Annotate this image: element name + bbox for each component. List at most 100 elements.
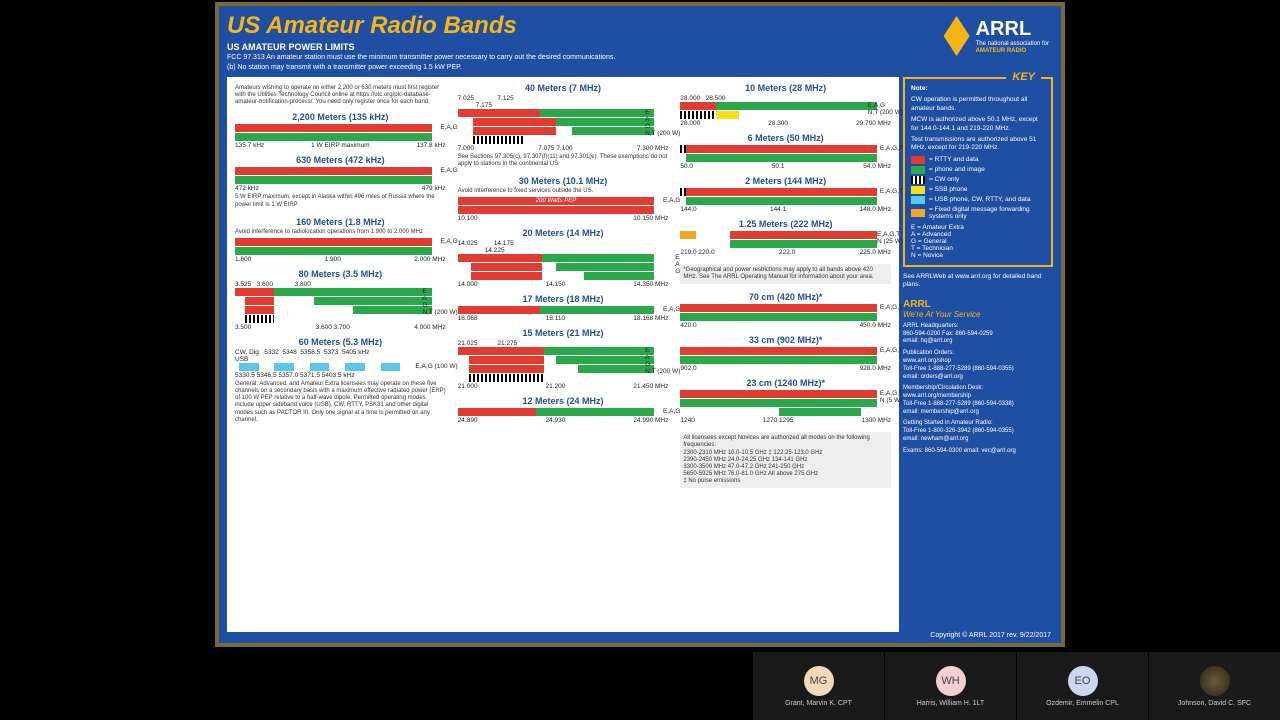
participants-bar: MGGrant, Marvin K. CPTWHHarris, William … xyxy=(752,652,1280,720)
band-segment xyxy=(458,408,537,416)
legend-swatch xyxy=(911,176,925,184)
band-track xyxy=(458,263,655,271)
legend-label: = RTTY and data xyxy=(929,156,978,163)
band-freq-row: 14.00014.15014.350 MHz xyxy=(458,281,669,288)
band: 60 Meters (5.3 MHz)CW, Dig 5332 5348 535… xyxy=(235,337,446,426)
license-labels: E,A,G xyxy=(440,238,457,245)
logo-text: ARRL xyxy=(976,18,1049,41)
band-mid-freqs: CW, Dig 5332 5348 5358.5 5373 5405 kHz U… xyxy=(235,349,446,363)
band: 2,200 Meters (135 kHz)E,A,G135.7 kHz1 W … xyxy=(235,112,446,149)
band-segment xyxy=(730,240,878,248)
band-note: Avoid interference to fixed services out… xyxy=(458,188,669,195)
band: 160 Meters (1.8 MHz)Avoid interference t… xyxy=(235,217,446,263)
side-panel: KEY Note: CW operation is permitted thro… xyxy=(903,77,1053,632)
band-chart: E,A,G,T N (25 W) xyxy=(680,231,891,248)
band-freq-row: 902.0 928.0 MHz xyxy=(680,365,891,372)
band-segment xyxy=(680,399,877,407)
band-segment xyxy=(235,176,432,184)
band: 70 cm (420 MHz)*E,A,G,T420.0450.0 MHz xyxy=(680,292,891,329)
band-mid-freqs: 14.025 14.175 14.225 xyxy=(458,240,669,254)
legend-label: = phone and image xyxy=(929,166,985,173)
band-segment xyxy=(686,197,877,205)
freq-label: 29.700 MHz xyxy=(856,120,891,127)
freq-label: 902.0 xyxy=(680,365,696,372)
band-note: General, Advanced, and Amateur Extra lic… xyxy=(235,381,446,424)
band-segment xyxy=(686,154,877,162)
license-labels: E,A,G xyxy=(663,408,680,415)
freq-label: 7.075 7.100 xyxy=(538,145,572,152)
freq-label: 14.000 xyxy=(458,281,478,288)
band-track xyxy=(680,399,877,407)
band-segment xyxy=(680,231,696,239)
band-track xyxy=(458,109,655,117)
band-chart: E,A,G,T N (5 W) xyxy=(680,390,891,416)
band-title: 2,200 Meters (135 kHz) xyxy=(235,112,446,122)
band-track xyxy=(458,306,655,314)
band-chart: E,A,G,T xyxy=(680,145,891,162)
freq-label: 928.0 MHz xyxy=(860,365,891,372)
copyright: Copyright © ARRL 2017 rev. 9/22/2017 xyxy=(930,632,1051,639)
legend-swatch xyxy=(911,166,925,174)
freq-label: 24.990 MHz xyxy=(633,417,668,424)
band-segment xyxy=(245,297,275,305)
legend-swatch xyxy=(911,209,925,217)
band-track xyxy=(235,247,432,255)
band: All licensees except Novices are authori… xyxy=(680,430,891,490)
fcc-text-b: (b) No station may transmit with a trans… xyxy=(227,64,1053,72)
arrl-side-title: ARRL xyxy=(903,299,1053,310)
freq-label: 137.8 kHz xyxy=(416,142,445,149)
band-chart: E,A,G,T xyxy=(680,188,891,205)
license-labels: E,A,G,T xyxy=(880,145,903,152)
freq-label: 1 W EIRP maximum xyxy=(311,142,369,149)
freq-label: 219.0 220.0 xyxy=(680,249,714,256)
band-segment xyxy=(536,408,654,416)
freq-label: 54.0 MHz xyxy=(863,163,891,170)
band-segment xyxy=(471,263,542,271)
arrl-pub: Publication Orders: www.arrl.org/shop To… xyxy=(903,350,1053,381)
freq-label: 5330.5 5346.5 5357.0 5371.5 5403.5 kHz xyxy=(235,372,355,379)
participant-name: Johnson, David C. SFC xyxy=(1174,700,1255,707)
band-segment xyxy=(274,363,294,371)
participant-tile[interactable]: WHHarris, William H. 1LT xyxy=(884,652,1016,720)
band-chart: E,A,G (100 W) xyxy=(235,363,446,371)
band-segment xyxy=(239,363,259,371)
freq-label: 14.150 xyxy=(545,281,565,288)
band-segment xyxy=(730,231,878,239)
band-segment xyxy=(314,297,432,305)
legend-item: = RTTY and data xyxy=(911,156,1045,164)
class-line: T = Technician xyxy=(911,245,1045,252)
freq-label: 3.600 3.700 xyxy=(316,324,350,331)
band-freq-row: 10.10010.150 MHz xyxy=(458,215,669,222)
band-title: 6 Meters (50 MHz) xyxy=(680,133,891,143)
class-line: E = Amateur Extra xyxy=(911,224,1045,231)
band-track xyxy=(458,127,655,135)
participant-name: Harris, William H. 1LT xyxy=(913,700,989,707)
band-freq-row: 3.5003.600 3.7004.000 MHz xyxy=(235,324,446,331)
participant-tile[interactable]: EOOzdemir, Emmelin CPL xyxy=(1016,652,1148,720)
band-chart: E,A,G,T xyxy=(680,304,891,321)
band-segment xyxy=(235,288,274,296)
band-note: *Geographical and power restrictions may… xyxy=(680,264,891,284)
band: 20 Meters (14 MHz)14.025 14.175 14.225E … xyxy=(458,228,669,288)
band-track xyxy=(680,240,877,248)
band-title: 630 Meters (472 kHz) xyxy=(235,155,446,165)
participant-tile[interactable]: MGGrant, Marvin K. CPT xyxy=(752,652,884,720)
band-title: 23 cm (1240 MHz)* xyxy=(680,378,891,388)
band: 33 cm (902 MHz)*E,A,G,T902.0928.0 MHz xyxy=(680,335,891,372)
bands-col-3: 10 Meters (28 MHz)28.000 28.500E,A,G N,T… xyxy=(680,83,891,626)
band-note: See Sections 97.305(c), 97.307(f)(11) an… xyxy=(458,154,669,168)
band-segment xyxy=(584,272,655,280)
band-segment xyxy=(680,111,715,119)
band-segment xyxy=(540,109,654,117)
key-note-mcw: MCW is authorized above 50.1 MHz, except… xyxy=(911,116,1045,133)
participant-tile[interactable]: Johnson, David C. SFC xyxy=(1148,652,1280,720)
band-segment xyxy=(473,136,522,144)
band-chart: E,A,G xyxy=(458,408,669,416)
band-freq-row: 144.0144.1148.0 MHz xyxy=(680,206,891,213)
band-segment xyxy=(235,167,432,175)
band-segment xyxy=(458,109,541,117)
band-segment xyxy=(473,118,556,126)
license-labels: E,A,G xyxy=(440,124,457,131)
avatar: MG xyxy=(804,666,834,696)
band-title: 160 Meters (1.8 MHz) xyxy=(235,217,446,227)
